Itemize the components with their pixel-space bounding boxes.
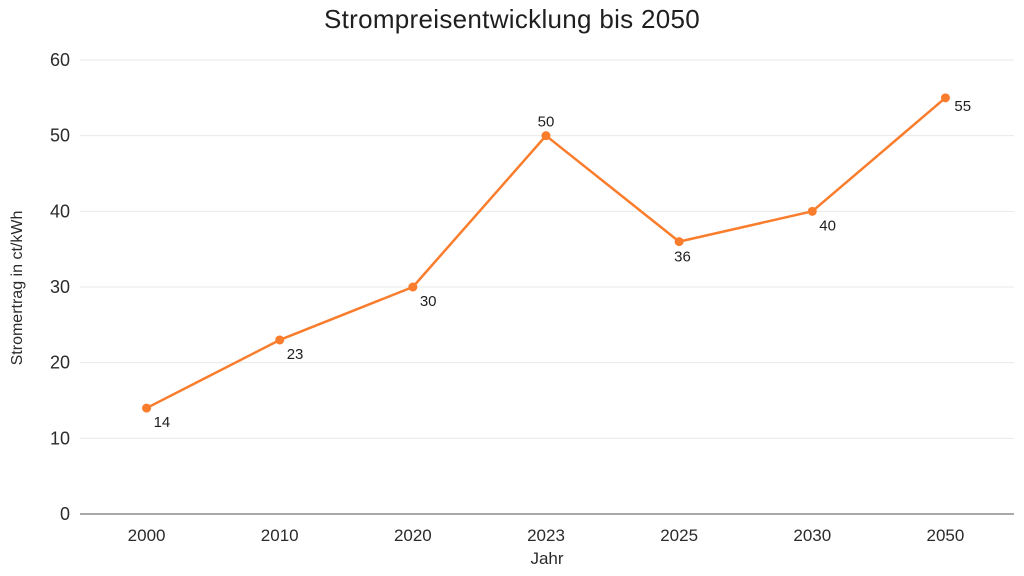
data-point-label: 40	[819, 217, 836, 234]
data-point-label: 50	[538, 114, 555, 131]
y-tick-label: 40	[50, 201, 70, 221]
data-point	[541, 131, 551, 141]
data-point-label: 30	[420, 293, 437, 310]
x-tick-label: 2000	[128, 526, 166, 545]
x-tick-label: 2010	[261, 526, 299, 545]
x-tick-label: 2050	[927, 526, 965, 545]
data-point-label: 14	[154, 414, 171, 431]
x-tick-label: 2023	[527, 526, 565, 545]
data-point	[674, 237, 684, 247]
y-tick-label: 0	[60, 504, 70, 524]
y-tick-label: 50	[50, 126, 70, 146]
y-tick-label: 30	[50, 277, 70, 297]
series-line	[145, 96, 947, 410]
data-point	[408, 282, 418, 292]
y-tick-label: 60	[50, 50, 70, 70]
y-tick-label: 20	[50, 353, 70, 373]
data-point	[142, 403, 152, 413]
y-tick-label: 10	[50, 428, 70, 448]
data-point-label: 23	[287, 346, 304, 363]
data-point-label: 36	[674, 249, 691, 266]
x-tick-label: 2025	[660, 526, 698, 545]
y-axis-title: Stromertrag in ct/kWh	[9, 210, 26, 366]
chart-title: Strompreisentwicklung bis 2050	[323, 4, 701, 34]
data-point	[807, 206, 817, 216]
x-tick-label: 2020	[394, 526, 432, 545]
x-axis-title: Jahr	[530, 549, 564, 568]
data-point-label: 55	[954, 98, 971, 115]
x-tick-label: 2030	[793, 526, 831, 545]
data-point	[940, 93, 950, 103]
data-point	[275, 335, 285, 345]
